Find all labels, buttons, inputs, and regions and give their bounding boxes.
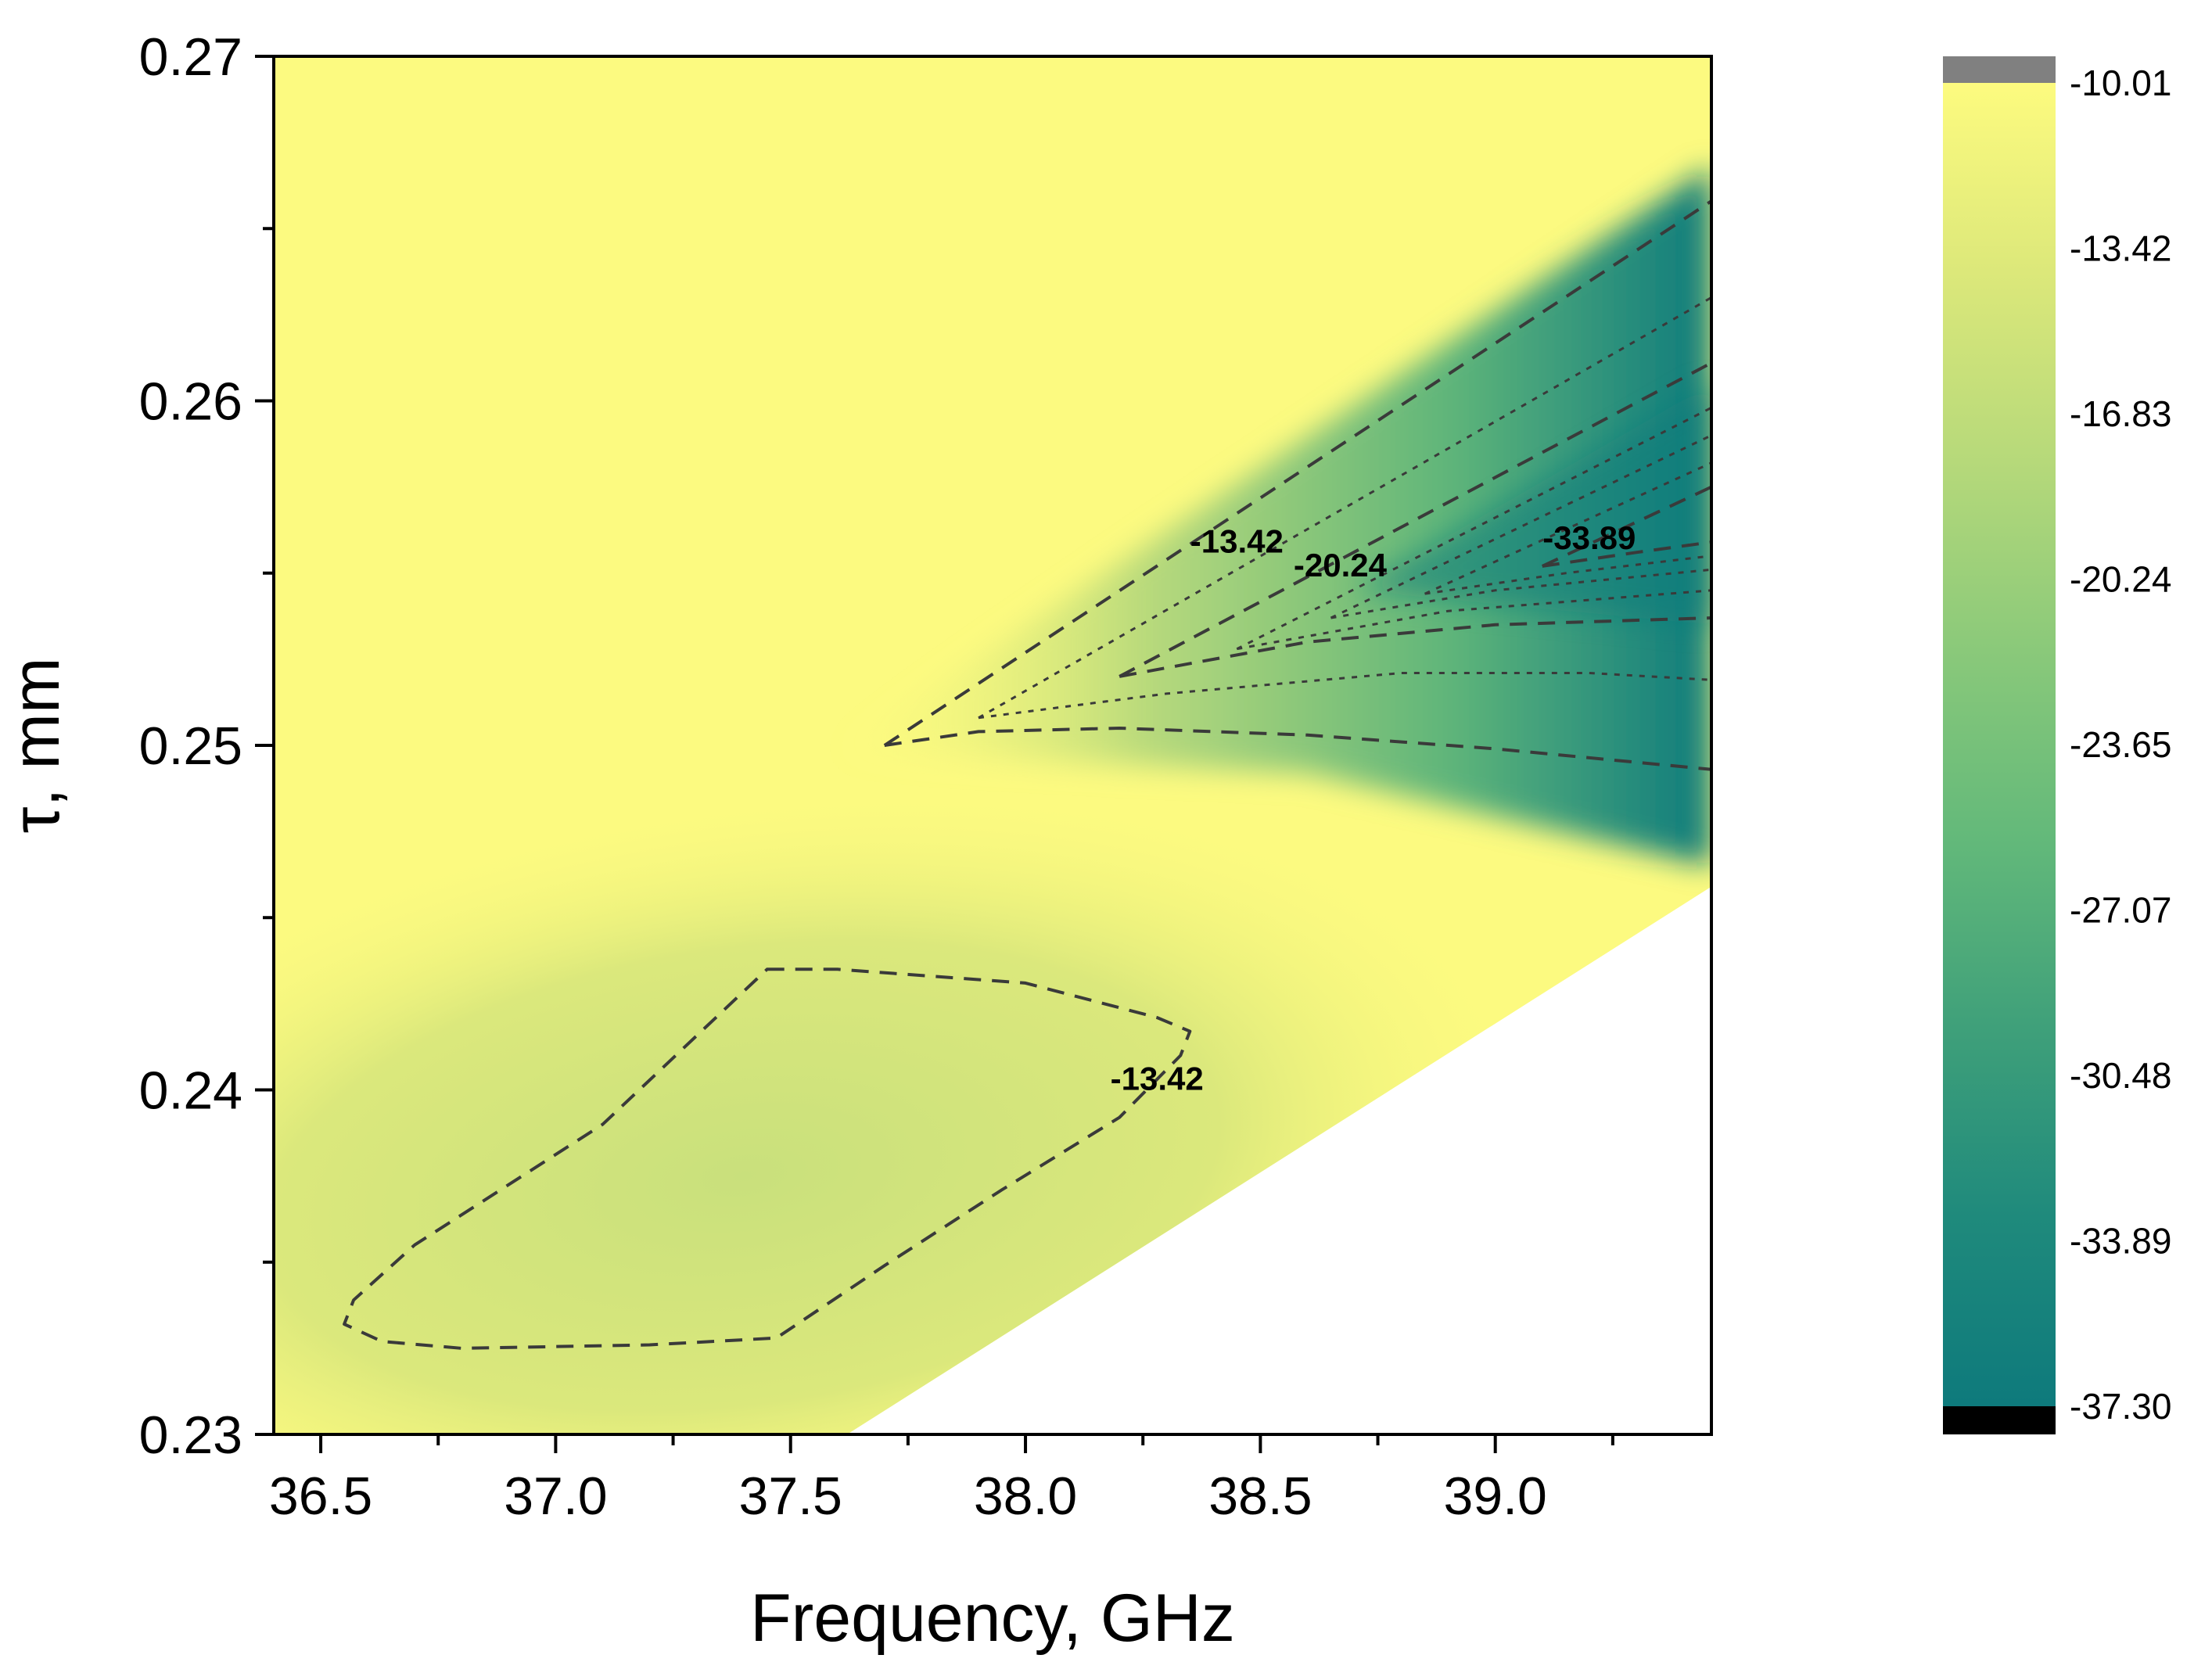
colorbar-over-swatch bbox=[1943, 56, 2056, 83]
y-axis-title: τ, mm bbox=[0, 657, 74, 833]
contour-line bbox=[1330, 434, 1711, 619]
y-axis: 0.23 0.24 0.25 0.26 0.27 bbox=[139, 27, 274, 1465]
colorbar-level-label: -33.89 bbox=[2070, 1221, 2171, 1262]
contour-line bbox=[1424, 461, 1711, 595]
colorbar-level-label: -37.30 bbox=[2070, 1386, 2171, 1427]
colorbar-level-label: -20.24 bbox=[2070, 559, 2171, 600]
contour-line bbox=[1424, 555, 1711, 595]
x-tick-label: 37.0 bbox=[504, 1466, 607, 1526]
x-axis: 36.5 37.0 37.5 38.0 38.5 39.0 bbox=[269, 1434, 1614, 1526]
colorbar-gradient bbox=[1943, 83, 2056, 1406]
colorbar-level-label: -10.01 bbox=[2070, 63, 2171, 103]
colorbar-level-label: -13.42 bbox=[2070, 228, 2171, 269]
plot-area: -13.42 -20.24 -33.89 -13.42 bbox=[274, 56, 1711, 1434]
contour-line bbox=[1330, 568, 1711, 619]
x-axis-title: Frequency, GHz bbox=[750, 1581, 1235, 1656]
contour-line bbox=[1541, 485, 1711, 568]
contour-line bbox=[1236, 406, 1711, 651]
colorbar-labels: -10.01 -13.42 -16.83 -20.24 -23.65 -27.07 -30.… bbox=[2070, 63, 2171, 1427]
colorbar-level-label: -16.83 bbox=[2070, 393, 2171, 434]
contour-line bbox=[978, 296, 1711, 720]
x-tick-label: 39.0 bbox=[1444, 1466, 1547, 1526]
contour-line bbox=[1542, 540, 1711, 568]
contour-label: -33.89 bbox=[1542, 519, 1636, 556]
resonance-core-shading bbox=[1354, 383, 1711, 625]
contour-line bbox=[884, 727, 1711, 771]
contour-label: -13.42 bbox=[1190, 522, 1284, 559]
colorbar-level-label: -23.65 bbox=[2070, 724, 2171, 765]
x-tick-label: 37.5 bbox=[739, 1466, 842, 1526]
x-tick-label: 38.5 bbox=[1208, 1466, 1312, 1526]
contour-label: -13.42 bbox=[1111, 1061, 1204, 1097]
colorbar-level-label: -27.07 bbox=[2070, 890, 2171, 931]
y-tick-label: 0.23 bbox=[139, 1405, 242, 1465]
contour-lines bbox=[343, 199, 1711, 1350]
y-tick-label: 0.26 bbox=[139, 372, 242, 432]
contour-line bbox=[1119, 616, 1711, 678]
colorbar: -10.01 -13.42 -16.83 -20.24 -23.65 -27.07 -30.… bbox=[1943, 56, 2171, 1434]
resonance-wedge-shading bbox=[837, 167, 1711, 867]
contour-line bbox=[1237, 589, 1711, 651]
contour-line bbox=[978, 672, 1711, 720]
contour-line bbox=[883, 199, 1711, 747]
contour-labels: -13.42 -20.24 -33.89 -13.42 bbox=[1111, 519, 1636, 1097]
y-tick-label: 0.24 bbox=[139, 1061, 242, 1121]
x-tick-label: 38.0 bbox=[974, 1466, 1077, 1526]
colorbar-under-swatch bbox=[1943, 1406, 2056, 1434]
y-tick-label: 0.25 bbox=[139, 716, 242, 776]
contour-line bbox=[343, 967, 1192, 1350]
x-tick-label: 36.5 bbox=[269, 1466, 372, 1526]
colorbar-level-label: -30.48 bbox=[2070, 1055, 2171, 1096]
contour-label: -20.24 bbox=[1294, 547, 1388, 583]
y-tick-label: 0.27 bbox=[139, 27, 242, 87]
